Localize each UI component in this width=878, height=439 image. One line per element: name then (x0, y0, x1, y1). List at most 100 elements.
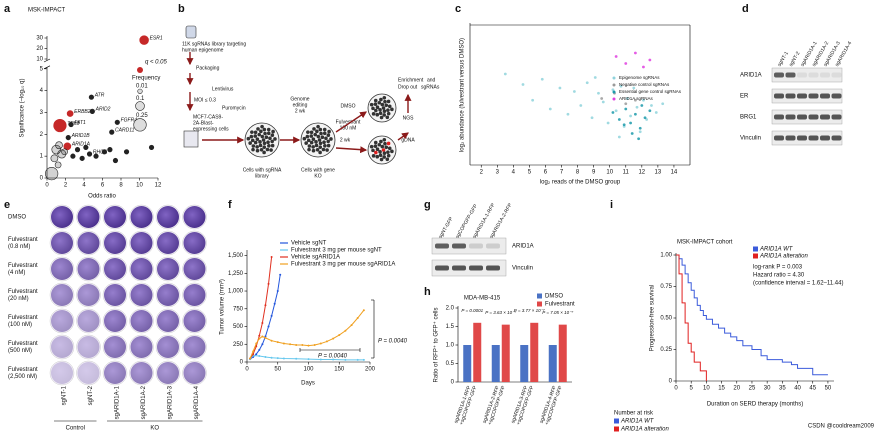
point (643, 116, 647, 120)
legend-size (137, 88, 143, 94)
point (634, 112, 637, 116)
legend-label: Fulvestrant 3 mg per mouse sgNT (291, 248, 382, 254)
cell (253, 130, 258, 135)
point (258, 337, 261, 340)
cell (262, 141, 267, 146)
risk-label: ARID1A alteration (620, 427, 669, 433)
point (648, 109, 652, 113)
tube (185, 25, 197, 39)
cell (273, 137, 277, 141)
cell (378, 107, 382, 112)
blot-band (486, 243, 500, 249)
cell (318, 141, 323, 146)
point (258, 354, 261, 357)
cell (373, 140, 378, 145)
cell (381, 148, 386, 152)
plate-well (157, 206, 179, 228)
legend-label: Essential gene control sgRNAs (619, 89, 682, 94)
legend-size (135, 101, 145, 111)
annotation: log-rank P = 0.003 (753, 265, 803, 271)
cell (369, 144, 374, 149)
plate-well (130, 310, 153, 332)
cell (318, 127, 323, 132)
cell (316, 134, 321, 139)
point (255, 342, 258, 345)
point-label: ESR1 (150, 35, 163, 41)
point (295, 357, 298, 360)
cell (386, 153, 391, 158)
plate-well (183, 310, 206, 332)
panel-label: f (228, 199, 232, 211)
blot-band (785, 72, 796, 78)
x-tick-label: 13 (655, 170, 662, 176)
cell (248, 141, 252, 145)
point (622, 123, 626, 127)
blot-band (820, 72, 830, 78)
plate-column-label: sgARID1A-4 (194, 385, 200, 419)
risk-title: Number at risk (614, 411, 654, 417)
blot-row-label: BRG1 (740, 115, 757, 121)
schematic-label: NGS (403, 115, 415, 121)
plate-well (183, 336, 206, 358)
cell (384, 145, 389, 150)
blot-row-label: ARID1A (512, 244, 534, 250)
point-label: RHOA (93, 149, 108, 155)
plate-row-label: (2,500 nM) (8, 374, 37, 380)
point (57, 149, 67, 159)
cell (255, 148, 260, 153)
legend-label: DMSO (545, 294, 563, 300)
blot-column-label: sgNT-GFP (438, 216, 455, 240)
blot-band (469, 243, 483, 249)
cell (381, 106, 386, 110)
point (593, 76, 597, 79)
cell (369, 102, 374, 107)
cell (379, 115, 384, 120)
legend-label: ARID1A WT (759, 247, 794, 253)
bar (548, 345, 557, 382)
plate-well (130, 362, 153, 384)
axis-title: Ratio of RFP⁺ to GFP⁺ cells (433, 307, 440, 382)
blot-band (435, 243, 449, 249)
point (258, 334, 261, 337)
legend-label: Negative control sgRNAs (619, 82, 670, 87)
x-tick-label: 2 (64, 183, 68, 189)
legend-label: Epigenome sgRNAs (619, 75, 660, 80)
x-tick-label: 15 (718, 386, 725, 392)
point (350, 324, 353, 327)
point (624, 107, 628, 111)
point (344, 358, 347, 361)
legend-marker (612, 76, 616, 80)
x-tick-label: 5 (528, 170, 532, 176)
legend-label: 0.1 (136, 96, 145, 102)
x-tick-label: 8 (119, 183, 123, 189)
y-tick-label: 2.0 (446, 306, 455, 312)
plate-row-label: (100 nM) (8, 322, 32, 328)
cell (262, 145, 267, 149)
plate-row-label: Fulvestrant (8, 237, 38, 243)
blot-band (820, 114, 830, 120)
bar (501, 324, 510, 382)
schematic-label: 2 wk (340, 137, 351, 143)
bar (463, 345, 472, 382)
cell (257, 132, 262, 137)
cell (327, 129, 331, 134)
cell (324, 136, 328, 141)
cell (318, 145, 323, 149)
cell (390, 149, 394, 154)
plate-well (157, 258, 179, 280)
y-tick-label: 1.0 (446, 343, 455, 349)
cell (378, 153, 383, 158)
schematic-label: Packaging (196, 65, 220, 71)
blot-band (808, 72, 819, 78)
blot-band (785, 135, 796, 141)
legend-label: Vehicle sgNT (291, 241, 327, 247)
arrow (397, 132, 409, 141)
plate-row-label: (4 nM) (8, 270, 25, 276)
point (255, 353, 258, 356)
point (629, 121, 632, 125)
point (270, 255, 273, 258)
plate-well (104, 310, 126, 332)
point (282, 342, 285, 345)
cell (309, 134, 314, 138)
cell (371, 106, 375, 111)
